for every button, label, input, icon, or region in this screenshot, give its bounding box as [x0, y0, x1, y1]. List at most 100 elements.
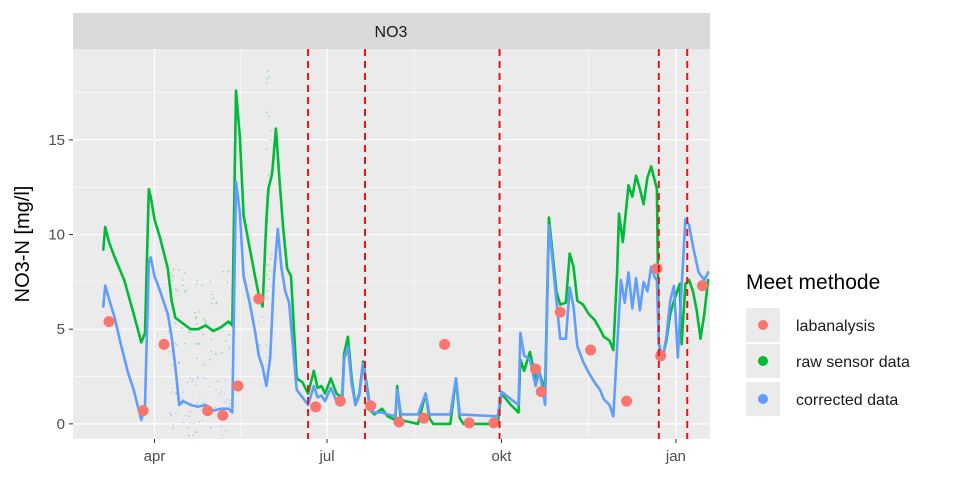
labanalysis-point: [530, 363, 542, 375]
corrected-data-point: [199, 409, 202, 412]
corrected-data-point: [202, 376, 204, 379]
y-tick-label: 0: [57, 416, 65, 433]
raw-sensor-point: [199, 343, 201, 345]
labanalysis-point: [535, 386, 547, 398]
corrected-data-point: [196, 377, 199, 380]
raw-sensor-point: [167, 330, 170, 333]
labanalysis-point: [393, 416, 405, 428]
raw-sensor-point: [221, 351, 224, 354]
x-tick-label: jul: [319, 448, 335, 465]
corrected-data-point: [188, 434, 191, 437]
y-axis-title: NO3-N [mg/l]: [12, 186, 34, 303]
legend-key-labanalysis: [758, 320, 768, 330]
labanalysis-point: [651, 263, 663, 275]
corrected-data-point: [266, 297, 269, 300]
raw-sensor-point: [202, 363, 205, 366]
labanalysis-point: [463, 417, 475, 429]
raw-sensor-point: [266, 290, 269, 293]
corrected-data-point: [261, 315, 264, 318]
event-lines: [307, 49, 689, 439]
panel-background: [73, 49, 710, 439]
facet-strip-label: NO3: [375, 24, 408, 41]
corrected-data-point: [258, 344, 260, 346]
raw-sensor-point: [266, 77, 268, 80]
corrected-data-point: [228, 399, 231, 402]
raw-sensor-point: [174, 288, 177, 290]
legend-key-raw-sensor-data: [758, 356, 768, 366]
corrected-data-point: [191, 378, 194, 381]
raw-sensor-point: [195, 283, 197, 286]
raw-sensor-point: [209, 358, 212, 361]
corrected-data-point: [220, 391, 222, 393]
legend-title: Meet methode: [746, 271, 880, 294]
raw-sensor-point: [197, 342, 200, 345]
corrected-data-point: [170, 391, 173, 394]
corrected-data-point: [270, 253, 273, 256]
series-layer: [102, 89, 710, 429]
labanalysis-point: [137, 405, 149, 417]
raw-sensor-point: [177, 269, 180, 271]
raw-sensor-point: [267, 264, 270, 267]
raw-sensor-point: [195, 322, 198, 325]
corrected-data-point: [172, 427, 175, 430]
raw-sensor-point: [196, 280, 199, 283]
corrected-data-point: [172, 426, 175, 429]
corrected-data-point: [204, 377, 207, 380]
corrected-data-point: [189, 410, 191, 413]
raw-sensor-point: [204, 319, 207, 322]
corrected-data-point: [195, 431, 198, 434]
raw-sensor-point: [269, 139, 272, 141]
corrected-data-point: [174, 412, 177, 415]
corrected-data-point: [169, 412, 171, 415]
corrected-data-point: [170, 414, 172, 417]
raw-sensor-point: [265, 274, 268, 277]
corrected-data-point: [264, 296, 267, 299]
raw-sensor-point: [268, 76, 271, 78]
raw-sensor-point: [214, 353, 217, 355]
raw-sensor-point: [269, 172, 272, 175]
corrected-data-point: [196, 402, 199, 405]
raw-sensor-point: [268, 278, 271, 280]
y-axis: 0 5 10 15: [48, 132, 73, 433]
labanalysis-point: [253, 293, 265, 305]
raw-sensor-point: [176, 290, 179, 292]
labanalysis-point: [103, 316, 115, 328]
corrected-data-point: [270, 285, 273, 288]
corrected-data-point: [224, 429, 227, 432]
raw-sensor-point: [215, 303, 217, 305]
raw-sensor-point: [227, 270, 230, 273]
raw-sensor-point: [210, 350, 213, 353]
corrected-data-point: [175, 393, 178, 396]
x-tick-label: okt: [491, 448, 512, 465]
corrected-data-point: [266, 356, 269, 359]
raw-sensor-point: [168, 350, 171, 353]
raw-sensor-point: [172, 364, 174, 366]
legend-label-corrected-data: corrected data: [796, 392, 898, 409]
labanalysis-point: [439, 338, 451, 350]
corrected-data-point: [187, 426, 190, 429]
labanalysis-point: [202, 405, 214, 417]
legend-item-raw-sensor-data: raw sensor data: [746, 344, 910, 378]
raw-sensor-point: [187, 330, 190, 333]
labanalysis-point: [334, 395, 346, 407]
legend: Meet methode labanalysis raw sensor data…: [746, 271, 910, 416]
raw-sensor-point: [211, 293, 213, 296]
raw-sensor-point: [184, 290, 187, 293]
corrected-data-point: [264, 364, 267, 367]
corrected-data-point: [215, 388, 218, 391]
corrected-data-point: [266, 264, 269, 266]
corrected-data-point: [220, 425, 223, 428]
corrected-data-point: [214, 406, 216, 409]
corrected-data-point: [192, 434, 194, 437]
corrected-data-point: [217, 380, 220, 383]
labanalysis-point: [554, 306, 566, 318]
raw-sensor-point: [209, 280, 212, 283]
corrected-data-point: [195, 383, 198, 386]
legend-key-corrected-data: [758, 394, 768, 404]
raw-sensor-point: [203, 318, 205, 320]
x-tick-label: apr: [144, 448, 166, 465]
legend-item-labanalysis: labanalysis: [746, 308, 875, 342]
facet-strip: [73, 13, 710, 49]
legend-label-raw-sensor-data: raw sensor data: [796, 354, 910, 371]
